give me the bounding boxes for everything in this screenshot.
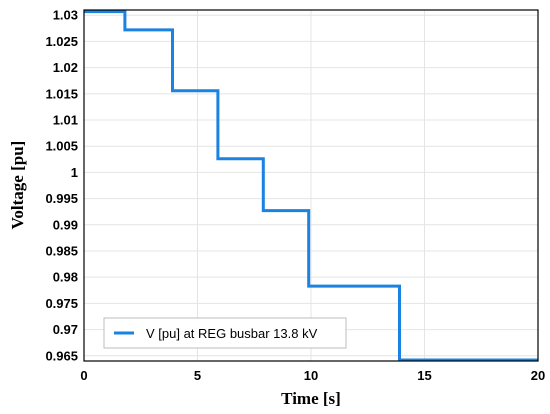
y-tick-label: 0.975 bbox=[45, 296, 78, 311]
grid bbox=[83, 10, 539, 361]
y-tick-labels: 0.965 0.97 0.975 0.98 0.985 0.99 0.995 1 1.005 1.… bbox=[45, 8, 78, 364]
y-axis-title: Voltage [pu] bbox=[8, 141, 27, 230]
y-tick-label: 1.03 bbox=[53, 8, 78, 23]
series-layer bbox=[84, 10, 538, 362]
x-tick-label: 10 bbox=[304, 368, 318, 383]
legend: V [pu] at REG busbar 13.8 kV bbox=[103, 317, 347, 349]
x-tick-label: 5 bbox=[194, 368, 201, 383]
y-tick-label: 0.98 bbox=[53, 270, 78, 285]
y-tick-label: 1.015 bbox=[45, 86, 78, 101]
series-line bbox=[84, 10, 538, 362]
x-tick-label: 20 bbox=[531, 368, 545, 383]
y-tick-label: 0.995 bbox=[45, 191, 78, 206]
y-tick-label: 1.005 bbox=[45, 139, 78, 154]
y-tick-label: 1.025 bbox=[45, 34, 78, 49]
x-tick-label: 15 bbox=[417, 368, 431, 383]
plot-frame bbox=[83, 9, 539, 362]
x-tick-label: 0 bbox=[80, 368, 87, 383]
y-tick-label: 0.985 bbox=[45, 243, 78, 258]
y-tick-label: 0.97 bbox=[53, 322, 78, 337]
y-tick-label: 1.01 bbox=[53, 113, 78, 128]
y-tick-label: 0.99 bbox=[53, 217, 78, 232]
x-tick-labels: 0 5 10 15 20 bbox=[80, 368, 545, 383]
x-axis-title: Time [s] bbox=[281, 389, 341, 408]
y-tick-label: 1.02 bbox=[53, 60, 78, 75]
y-tick-label: 1 bbox=[71, 165, 78, 180]
legend-box bbox=[103, 317, 347, 349]
legend-label: V [pu] at REG busbar 13.8 kV bbox=[146, 326, 318, 341]
y-tick-label: 0.965 bbox=[45, 348, 78, 363]
